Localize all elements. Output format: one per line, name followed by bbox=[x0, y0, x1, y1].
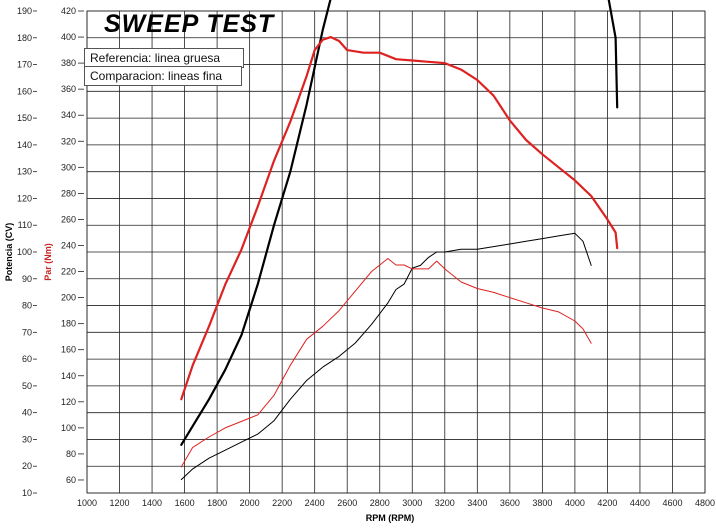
torque-tick-label: 260 bbox=[61, 214, 76, 224]
torque-tick-label: 180 bbox=[61, 319, 76, 329]
power-tick-label: 90 bbox=[22, 274, 32, 284]
torque-tick-label: 80 bbox=[66, 449, 76, 459]
torque-tick-label: 100 bbox=[61, 423, 76, 433]
x-tick-label: 3400 bbox=[467, 498, 487, 508]
x-tick-label: 4000 bbox=[565, 498, 585, 508]
legend-reference: Referencia: linea gruesa bbox=[84, 48, 244, 68]
power-tick-label: 70 bbox=[22, 327, 32, 337]
torque-tick-label: 200 bbox=[61, 293, 76, 303]
torque-tick-label: 300 bbox=[61, 162, 76, 172]
power-comparison-line bbox=[180, 232, 592, 481]
power-tick-label: 20 bbox=[22, 461, 32, 471]
x-tick-label: 2200 bbox=[272, 498, 292, 508]
power-tick-label: 60 bbox=[22, 354, 32, 364]
chart-title: SWEEP TEST bbox=[104, 10, 275, 38]
plot-frame bbox=[86, 10, 706, 494]
power-tick-label: 30 bbox=[22, 434, 32, 444]
power-tick-label: 160 bbox=[17, 86, 32, 96]
x-axis-label: RPM (RPM) bbox=[366, 513, 415, 523]
power-tick-label: 10 bbox=[22, 488, 32, 498]
torque-comparison-line bbox=[180, 258, 592, 468]
power-tick-label: 140 bbox=[17, 140, 32, 150]
torque-tick-label: 220 bbox=[61, 267, 76, 277]
torque-tick-label: 340 bbox=[61, 110, 76, 120]
x-tick-label: 4800 bbox=[695, 498, 715, 508]
x-tick-label: 2600 bbox=[337, 498, 357, 508]
x-tick-label: 3000 bbox=[402, 498, 422, 508]
x-tick-label: 4600 bbox=[662, 498, 682, 508]
x-tick-label: 1400 bbox=[142, 498, 162, 508]
torque-tick-label: 320 bbox=[61, 136, 76, 146]
torque-axis-label: Par (Nm) bbox=[43, 243, 53, 281]
power-tick-label: 170 bbox=[17, 60, 32, 70]
power-tick-label: 110 bbox=[18, 220, 32, 230]
power-tick-label: 190 bbox=[17, 6, 32, 16]
power-tick-label: 180 bbox=[17, 33, 32, 43]
power-reference-line bbox=[180, 0, 619, 446]
power-tick-label: 50 bbox=[22, 381, 32, 391]
x-tick-label: 2800 bbox=[370, 498, 390, 508]
x-tick-label: 1800 bbox=[207, 498, 227, 508]
power-axis-label: Potencia (CV) bbox=[4, 223, 14, 282]
chart-series-layer bbox=[180, 0, 619, 481]
torque-tick-label: 420 bbox=[61, 6, 76, 16]
torque-tick-label: 360 bbox=[61, 84, 76, 94]
legend-comparison: Comparacion: lineas fina bbox=[84, 66, 242, 86]
x-tick-label: 2400 bbox=[305, 498, 325, 508]
power-tick-label: 100 bbox=[17, 247, 32, 257]
power-tick-label: 80 bbox=[22, 301, 32, 311]
x-tick-label: 4200 bbox=[597, 498, 617, 508]
power-tick-label: 130 bbox=[17, 167, 32, 177]
x-tick-label: 2000 bbox=[240, 498, 260, 508]
torque-tick-label: 280 bbox=[61, 188, 76, 198]
torque-reference-line bbox=[180, 35, 619, 401]
x-tick-label: 1200 bbox=[110, 498, 130, 508]
torque-tick-label: 400 bbox=[61, 32, 76, 42]
power-tick-label: 40 bbox=[22, 408, 32, 418]
x-tick-label: 3600 bbox=[500, 498, 520, 508]
x-tick-label: 3200 bbox=[435, 498, 455, 508]
chart-tick-labels: 1000 1200 1400 1600 1800 2000 2200 2400 2600 2800… bbox=[17, 6, 715, 508]
torque-tick-label: 380 bbox=[61, 58, 76, 68]
x-tick-label: 1600 bbox=[175, 498, 195, 508]
torque-tick-label: 140 bbox=[61, 371, 76, 381]
x-tick-label: 1000 bbox=[77, 498, 97, 508]
torque-tick-label: 60 bbox=[66, 475, 76, 485]
power-tick-label: 120 bbox=[17, 193, 32, 203]
torque-tick-label: 160 bbox=[61, 345, 76, 355]
x-tick-label: 3800 bbox=[532, 498, 552, 508]
x-tick-label: 4400 bbox=[630, 498, 650, 508]
chart-grid bbox=[33, 10, 706, 494]
power-tick-label: 150 bbox=[17, 113, 32, 123]
torque-tick-label: 120 bbox=[61, 397, 76, 407]
torque-tick-label: 240 bbox=[61, 240, 76, 250]
